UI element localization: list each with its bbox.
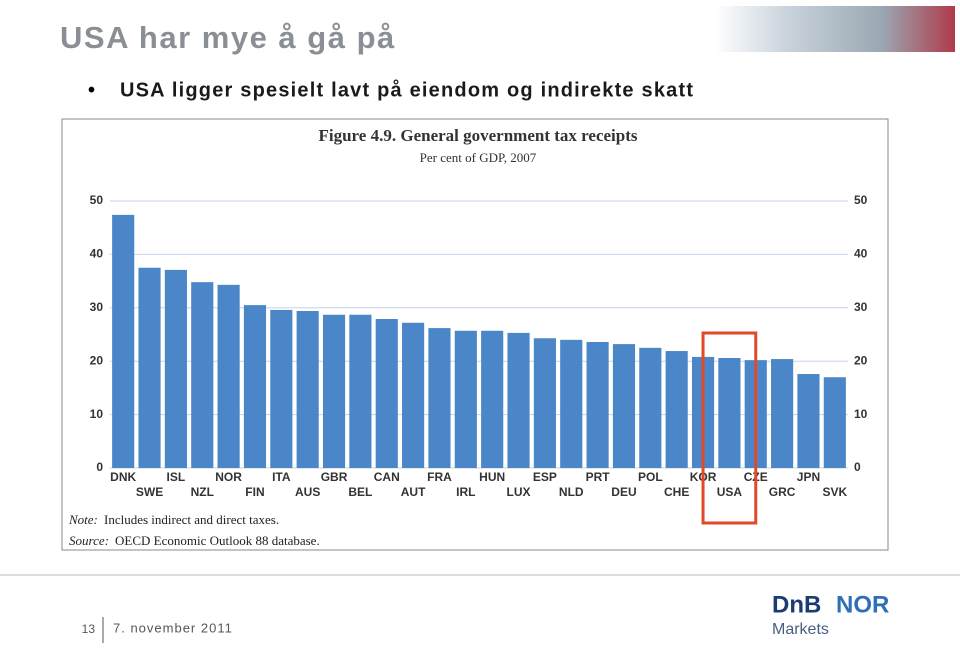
bar [296, 311, 319, 468]
x-tick-label: ESP [533, 470, 557, 484]
bar [243, 305, 267, 468]
logo-sub: Markets [772, 621, 829, 638]
x-tick-label: FRA [427, 470, 452, 484]
x-tick-label: CHE [664, 485, 689, 499]
note: Includes indirect and direct taxes. [104, 512, 279, 527]
bar [454, 330, 477, 468]
y-tick-label: 10 [90, 407, 104, 421]
bar [138, 267, 161, 468]
bar [270, 309, 293, 468]
bar [375, 319, 398, 468]
y-tick-label: 30 [90, 300, 104, 314]
bullet-text: USA ligger spesielt lavt på eiendom og i… [120, 78, 694, 101]
bar [322, 314, 346, 468]
bar [112, 214, 135, 468]
bar [797, 374, 820, 468]
source: OECD Economic Outlook 88 database. [115, 533, 320, 548]
x-tick-label: ITA [272, 470, 291, 484]
y2-tick-label: 20 [854, 353, 868, 367]
x-tick-label: LUX [507, 485, 531, 499]
bar [164, 269, 187, 468]
y-tick-label: 20 [90, 353, 104, 367]
bullet-dot: • [88, 79, 95, 101]
x-tick-label: SVK [822, 485, 847, 499]
x-tick-label: ISL [167, 470, 186, 484]
x-tick-label: DEU [611, 485, 636, 499]
x-tick-label: GRC [769, 485, 796, 499]
x-tick-label: USA [717, 485, 743, 499]
x-tick-label: NLD [559, 485, 584, 499]
chart-title: Figure 4.9. General government tax recei… [319, 126, 638, 145]
x-tick-label: AUT [401, 485, 426, 499]
bar [349, 314, 372, 468]
logo-a: DnB [772, 591, 821, 618]
y-tick-label: 50 [90, 193, 104, 207]
x-tick-label: DNK [110, 470, 136, 484]
x-tick-label: CAN [374, 470, 400, 484]
bar [665, 351, 688, 468]
x-tick-label: NZL [191, 485, 214, 499]
bar [507, 332, 530, 468]
bar [612, 344, 636, 468]
bar [428, 328, 451, 468]
header-image [715, 6, 955, 52]
bar [217, 284, 240, 468]
x-tick-label: SWE [136, 485, 163, 499]
y2-tick-label: 40 [854, 247, 868, 261]
x-tick-label: AUS [295, 485, 320, 499]
bar [533, 338, 556, 468]
x-tick-label: GBR [321, 470, 348, 484]
chart-subtitle: Per cent of GDP, 2007 [420, 150, 537, 165]
x-tick-label: JPN [797, 470, 820, 484]
y-tick-label: 0 [96, 460, 103, 474]
y2-tick-label: 50 [854, 193, 868, 207]
x-tick-label: POL [638, 470, 663, 484]
source-label: Source: [69, 533, 109, 548]
date: 7. november 2011 [113, 620, 233, 635]
bar [481, 330, 504, 468]
x-tick-label: IRL [456, 485, 475, 499]
bar [771, 359, 794, 468]
x-tick-label: FIN [245, 485, 264, 499]
bar [639, 347, 662, 468]
bar [402, 322, 425, 468]
x-tick-label: NOR [215, 470, 242, 484]
logo-b: NOR [836, 591, 889, 618]
x-tick-label: PRT [586, 470, 611, 484]
x-tick-label: HUN [479, 470, 505, 484]
y2-tick-label: 10 [854, 407, 868, 421]
x-tick-label: BEL [348, 485, 372, 499]
bar [823, 377, 846, 468]
highlight-box [701, 331, 758, 525]
bar [560, 339, 583, 468]
bar [586, 341, 609, 468]
note-label: Note: [68, 512, 98, 527]
y2-tick-label: 30 [854, 300, 868, 314]
page-number: 13 [82, 622, 96, 636]
bar [191, 282, 214, 468]
y-tick-label: 40 [90, 247, 104, 261]
y2-tick-label: 0 [854, 460, 861, 474]
slide-title: USA har mye å gå på [60, 20, 396, 55]
bar [718, 357, 741, 468]
